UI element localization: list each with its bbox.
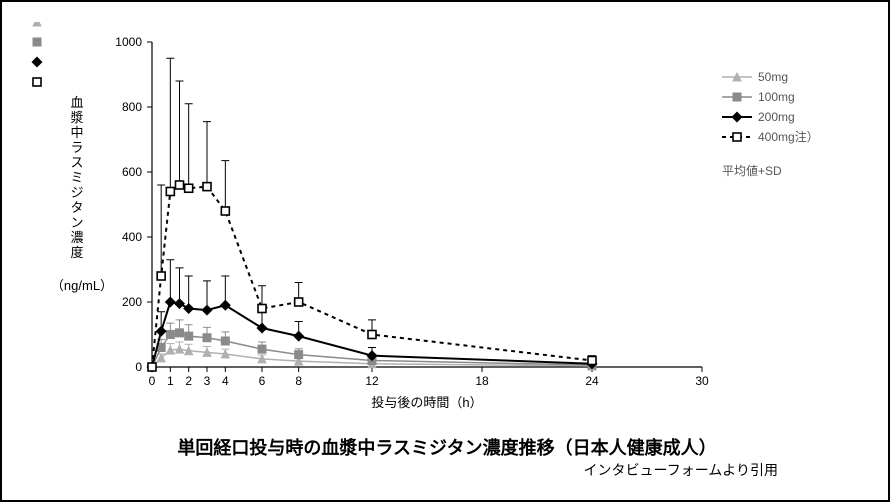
pk-chart: 02004006008001000012346812182430血漿中ラスミジタ… bbox=[22, 22, 872, 422]
svg-text:ミ: ミ bbox=[70, 170, 83, 185]
citation-text: インタビューフォームより引用 bbox=[584, 460, 778, 480]
chart-title: 単回経口投与時の血漿中ラスミジタン濃度推移（日本人健康成人） bbox=[2, 434, 890, 460]
svg-text:ラ: ラ bbox=[70, 140, 83, 155]
svg-text:400: 400 bbox=[122, 230, 142, 244]
svg-text:ン: ン bbox=[70, 215, 83, 230]
svg-text:6: 6 bbox=[259, 374, 266, 388]
svg-text:漿: 漿 bbox=[70, 110, 83, 125]
svg-text:投与後の時間（h）: 投与後の時間（h） bbox=[371, 395, 482, 410]
svg-text:中: 中 bbox=[70, 125, 83, 140]
svg-text:濃: 濃 bbox=[70, 230, 83, 245]
svg-text:平均値+SD: 平均値+SD bbox=[722, 163, 782, 178]
svg-text:18: 18 bbox=[475, 374, 489, 388]
svg-text:（ng/mL）: （ng/mL） bbox=[51, 278, 113, 293]
svg-text:血: 血 bbox=[70, 95, 83, 110]
svg-text:3: 3 bbox=[204, 374, 211, 388]
svg-text:タ: タ bbox=[70, 200, 83, 215]
svg-text:30: 30 bbox=[695, 374, 709, 388]
svg-text:4: 4 bbox=[222, 374, 229, 388]
svg-text:400mg注）: 400mg注） bbox=[758, 129, 819, 144]
svg-text:1: 1 bbox=[167, 374, 174, 388]
svg-text:0: 0 bbox=[149, 374, 156, 388]
svg-text:2: 2 bbox=[185, 374, 192, 388]
svg-text:800: 800 bbox=[122, 100, 142, 114]
svg-text:0: 0 bbox=[135, 360, 142, 374]
svg-text:100mg: 100mg bbox=[758, 90, 795, 104]
svg-text:ジ: ジ bbox=[70, 185, 83, 200]
svg-text:600: 600 bbox=[122, 165, 142, 179]
svg-text:200: 200 bbox=[122, 295, 142, 309]
svg-text:8: 8 bbox=[295, 374, 302, 388]
svg-text:度: 度 bbox=[70, 245, 83, 260]
svg-text:200mg: 200mg bbox=[758, 110, 795, 124]
svg-text:1000: 1000 bbox=[115, 35, 142, 49]
document-frame: 02004006008001000012346812182430血漿中ラスミジタ… bbox=[0, 0, 890, 502]
svg-text:12: 12 bbox=[365, 374, 379, 388]
svg-text:24: 24 bbox=[585, 374, 599, 388]
svg-text:50mg: 50mg bbox=[758, 70, 788, 84]
chart-container: 02004006008001000012346812182430血漿中ラスミジタ… bbox=[22, 22, 872, 422]
svg-text:ス: ス bbox=[70, 155, 83, 170]
